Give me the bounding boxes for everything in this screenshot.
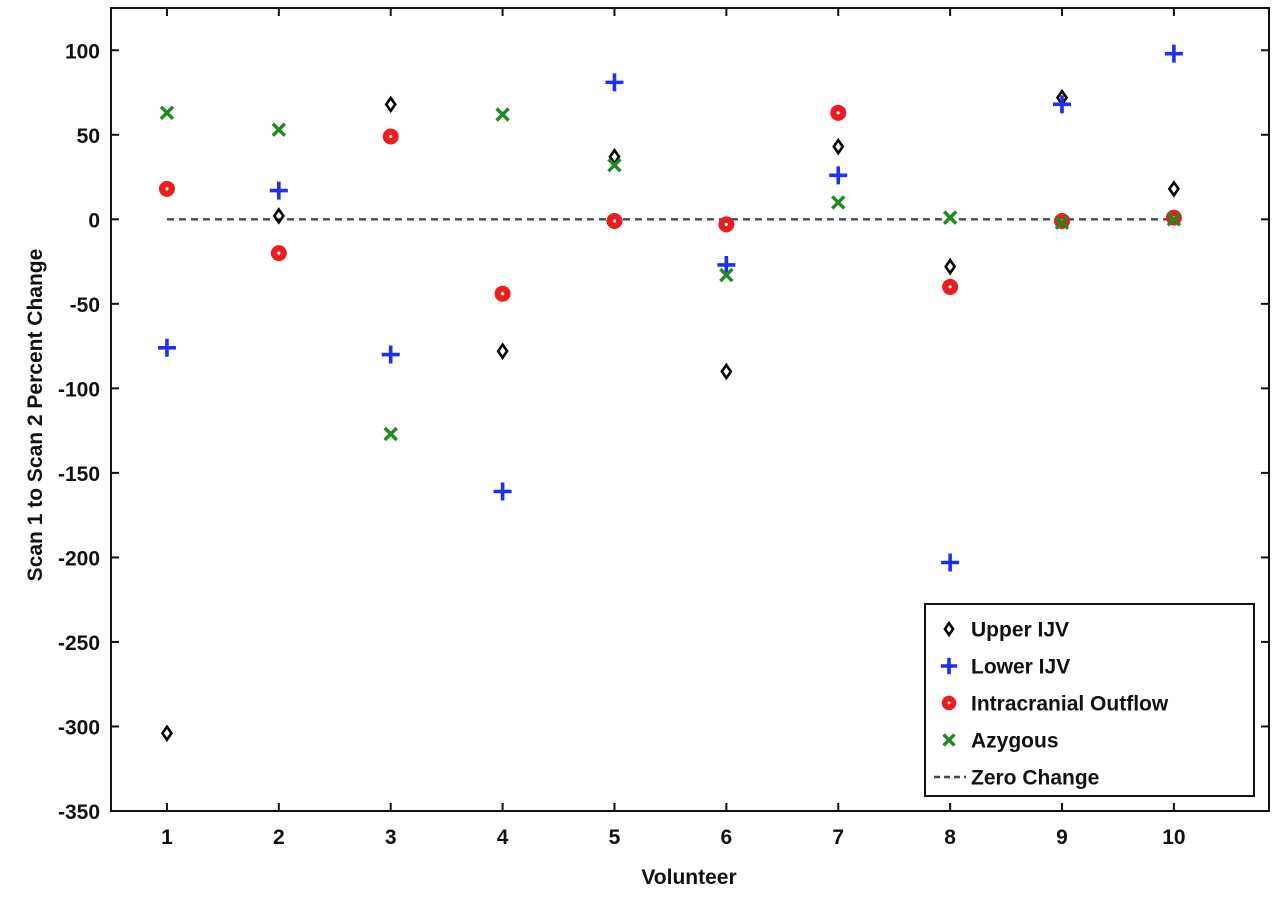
point-lower-ijv <box>1053 95 1072 114</box>
point-intracranial-outflow <box>830 104 847 121</box>
legend-label: Intracranial Outflow <box>971 693 1169 716</box>
point-azygous <box>942 210 958 225</box>
x-tick-label: 9 <box>1056 826 1068 849</box>
point-azygous <box>383 426 398 442</box>
point-intracranial-outflow <box>942 278 959 295</box>
point-upper-ijv <box>160 724 174 743</box>
legend-box <box>924 603 1255 797</box>
legend-label: Upper IJV <box>971 619 1069 642</box>
point-lower-ijv <box>1164 44 1183 63</box>
point-lower-ijv <box>493 482 512 501</box>
y-axis-title: Scan 1 to Scan 2 Percent Change <box>24 249 47 582</box>
x-tick-label: 1 <box>161 826 173 849</box>
y-tick-label: -200 <box>58 547 100 570</box>
point-intracranial-outflow <box>270 245 287 262</box>
legend-marker-plus-icon <box>940 657 958 675</box>
point-azygous <box>495 107 510 122</box>
legend: Upper IJV Lower IJV Intracranial Outflow Az… <box>924 603 1255 797</box>
x-axis-title: Volunteer <box>641 866 736 889</box>
point-azygous <box>1054 215 1070 230</box>
point-lower-ijv <box>829 166 848 185</box>
x-tick-label: 5 <box>609 826 621 849</box>
point-intracranial-outflow <box>382 128 399 145</box>
legend-marker-x-icon <box>942 733 956 747</box>
y-tick-label: 100 <box>65 40 100 63</box>
y-tick-label: -150 <box>58 463 100 486</box>
point-upper-ijv <box>944 257 957 276</box>
point-lower-ijv <box>941 553 960 572</box>
point-upper-ijv <box>384 95 397 114</box>
point-intracranial-outflow <box>494 285 511 302</box>
y-tick-label: 0 <box>88 209 100 232</box>
x-tick-label: 8 <box>944 826 956 849</box>
point-lower-ijv <box>605 73 624 92</box>
point-azygous <box>607 158 622 173</box>
point-upper-ijv <box>1167 180 1180 198</box>
legend-marker-diamond-icon <box>943 620 955 638</box>
legend-label: Azygous <box>971 730 1059 753</box>
point-azygous <box>831 195 846 210</box>
x-tick-label: 2 <box>273 826 285 849</box>
point-azygous <box>1166 212 1182 227</box>
point-intracranial-outflow <box>158 180 175 197</box>
y-tick-label: -50 <box>70 294 100 317</box>
y-tick-label: -300 <box>58 716 100 739</box>
legend-label: Zero Change <box>971 767 1099 790</box>
x-tick-label: 6 <box>721 826 733 849</box>
legend-label: Lower IJV <box>971 656 1070 679</box>
point-upper-ijv <box>832 137 845 156</box>
point-lower-ijv <box>381 345 400 364</box>
point-azygous <box>271 122 287 137</box>
point-upper-ijv <box>272 207 285 225</box>
x-tick-label: 7 <box>832 826 844 849</box>
x-tick-label: 10 <box>1162 826 1185 849</box>
x-tick-label: 3 <box>385 826 397 849</box>
point-lower-ijv <box>717 255 736 274</box>
point-upper-ijv <box>720 362 733 381</box>
point-azygous <box>719 267 734 283</box>
point-azygous <box>159 105 175 121</box>
y-tick-label: -250 <box>58 632 100 655</box>
point-lower-ijv <box>157 338 176 357</box>
point-lower-ijv <box>269 181 288 200</box>
y-tick-label: 50 <box>77 125 100 148</box>
legend-marker-circle-icon <box>941 695 957 711</box>
y-tick-label: -100 <box>58 378 100 401</box>
point-upper-ijv <box>496 342 509 360</box>
point-intracranial-outflow <box>606 213 623 230</box>
x-tick-label: 4 <box>497 826 509 849</box>
y-tick-label: -350 <box>58 801 100 824</box>
point-intracranial-outflow <box>718 216 735 233</box>
